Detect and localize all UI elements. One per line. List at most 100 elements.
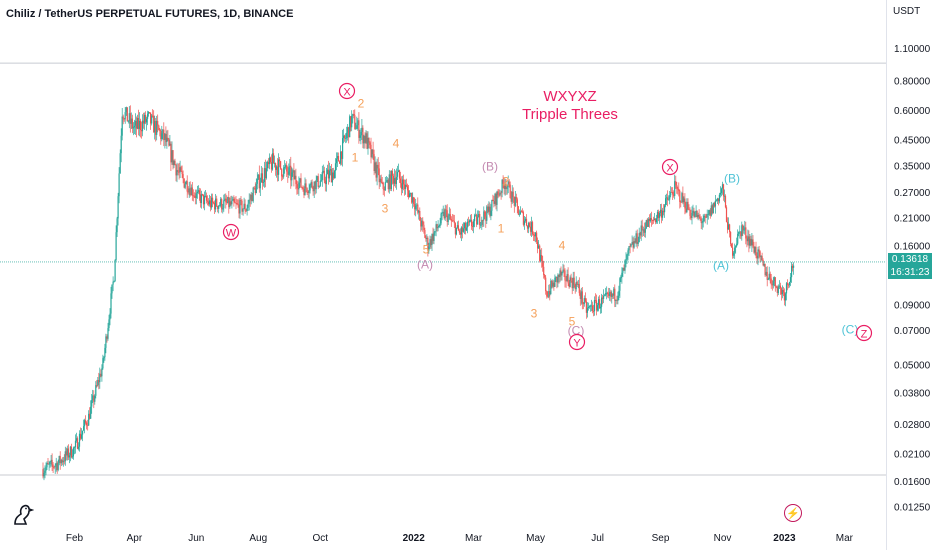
candle-body: [440, 213, 442, 224]
candle-body: [395, 176, 397, 184]
wave-label: 5: [569, 315, 576, 329]
candle-body: [413, 197, 415, 204]
candle-body: [272, 153, 275, 164]
candle-body: [98, 380, 100, 383]
candle-body: [355, 128, 357, 130]
candle-body: [558, 274, 560, 278]
candle-body: [90, 406, 92, 419]
price-tick-label: 0.01600: [894, 477, 931, 488]
candle-body: [535, 232, 537, 237]
candle-body: [482, 219, 484, 221]
candle-body: [330, 169, 332, 183]
candle-body: [735, 246, 737, 248]
candle-body: [145, 115, 147, 123]
candle-body: [127, 121, 129, 122]
candle-body: [248, 199, 250, 204]
candle-body: [261, 173, 263, 183]
candle-body: [86, 422, 88, 426]
candle-body: [777, 286, 779, 293]
candle-body: [257, 174, 259, 179]
candle-body: [761, 256, 763, 260]
candle-body: [523, 220, 525, 225]
candle-body: [756, 255, 758, 259]
candle-body: [671, 192, 673, 193]
candle-body: [345, 138, 347, 139]
candle-body: [267, 161, 270, 165]
candle-body: [391, 171, 393, 176]
candle-body: [641, 225, 643, 231]
lightning-icon[interactable]: ⚡: [784, 504, 802, 522]
candle-body: [244, 203, 246, 211]
candle-body: [216, 198, 218, 207]
price-tick-label: 1.10000: [894, 44, 931, 55]
candle-body: [474, 215, 476, 222]
wave-label: Z: [861, 329, 868, 341]
candle-body: [250, 194, 252, 200]
candle-body: [64, 451, 66, 462]
candle-body: [354, 115, 356, 129]
candle-body: [495, 193, 497, 205]
candle-body: [634, 241, 636, 243]
candle-body: [672, 192, 674, 195]
candle-body: [310, 182, 312, 185]
candle-body: [239, 200, 241, 214]
candle-body: [399, 178, 402, 184]
candle-body: [447, 215, 449, 222]
candle-body: [422, 220, 424, 225]
candle-body: [288, 167, 290, 175]
candle-body: [82, 430, 84, 435]
candle-body: [311, 182, 313, 188]
candle-body: [439, 223, 441, 227]
candle-body: [84, 420, 86, 427]
candle-body: [737, 233, 739, 244]
wave-label: 3: [382, 202, 389, 216]
candle-body: [570, 277, 572, 281]
candle-body: [156, 120, 158, 135]
candle-body: [146, 118, 148, 123]
candle-body: [298, 182, 300, 190]
candle-body: [715, 200, 717, 202]
candle-body: [263, 168, 265, 182]
price-axis[interactable]: [886, 0, 932, 550]
candle-body: [513, 197, 515, 206]
candle-body: [164, 134, 166, 140]
candle-body: [730, 231, 732, 244]
candle-body: [131, 118, 133, 129]
candle-body: [595, 300, 598, 311]
candle-body: [453, 220, 455, 224]
candle-body: [667, 197, 669, 200]
candle-body: [158, 125, 160, 131]
candle-body: [632, 241, 634, 248]
candle-body: [522, 212, 524, 225]
candle-body: [317, 176, 319, 187]
candle-body: [526, 225, 529, 229]
candle-body: [168, 139, 170, 146]
candle-body: [461, 227, 464, 232]
candle-body: [246, 207, 248, 211]
candle-body: [514, 196, 516, 206]
candle-body: [745, 227, 747, 239]
candle-body: [137, 118, 139, 129]
candle-body: [407, 186, 409, 191]
candle-body: [77, 446, 80, 449]
candle-body: [366, 133, 368, 149]
candle-body: [479, 214, 481, 226]
candle-body: [430, 239, 432, 246]
candle-body: [591, 305, 594, 311]
candle-body: [577, 284, 579, 285]
candle-body: [432, 234, 434, 241]
candle-body: [161, 133, 163, 140]
candle-body: [46, 463, 48, 468]
candle-body: [129, 113, 131, 124]
candle-body: [271, 153, 274, 170]
candle-body: [710, 205, 712, 216]
candle-body: [348, 127, 350, 138]
candle-body: [564, 270, 566, 281]
candle-body: [646, 220, 648, 227]
candle-body: [149, 112, 151, 113]
time-tick-label: 2023: [773, 533, 796, 544]
candle-body: [392, 175, 394, 184]
candle-body: [769, 273, 771, 279]
candle-body: [771, 284, 773, 286]
